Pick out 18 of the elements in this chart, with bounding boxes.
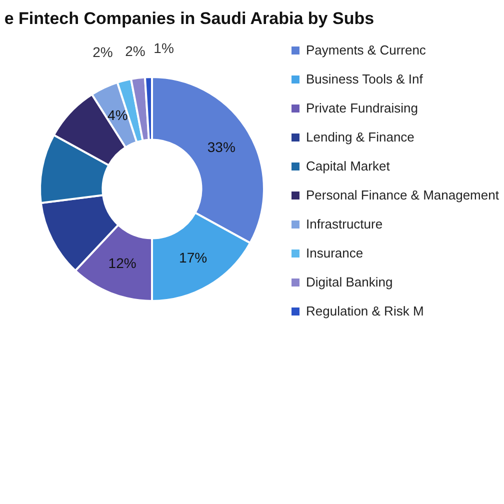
legend-label: Lending & Finance — [306, 130, 414, 144]
legend-label: Business Tools & Inf — [306, 72, 424, 86]
data-label: 1% — [154, 40, 174, 56]
legend-label: Regulation & Risk M — [306, 304, 424, 318]
legend-label: Infrastructure — [306, 216, 383, 232]
legend-label: Capital Market — [306, 158, 390, 174]
legend-label: Insurance — [306, 246, 364, 260]
legend-label: Payments & Currenc — [306, 42, 426, 58]
legend-label: Personal Finance & Management — [306, 188, 500, 202]
data-label: 2% — [125, 43, 146, 60]
data-label: 12% — [108, 254, 136, 271]
data-label: 33% — [207, 138, 236, 155]
legend-label: Private Fundraising — [306, 100, 418, 116]
chart-title: e Fintech Companies in Saudi Arabia by Subs — [4, 9, 374, 28]
data-label: 4% — [108, 107, 128, 124]
legend-label: Digital Banking — [306, 274, 393, 290]
data-label: 2% — [92, 44, 113, 60]
data-label: 17% — [179, 249, 208, 266]
